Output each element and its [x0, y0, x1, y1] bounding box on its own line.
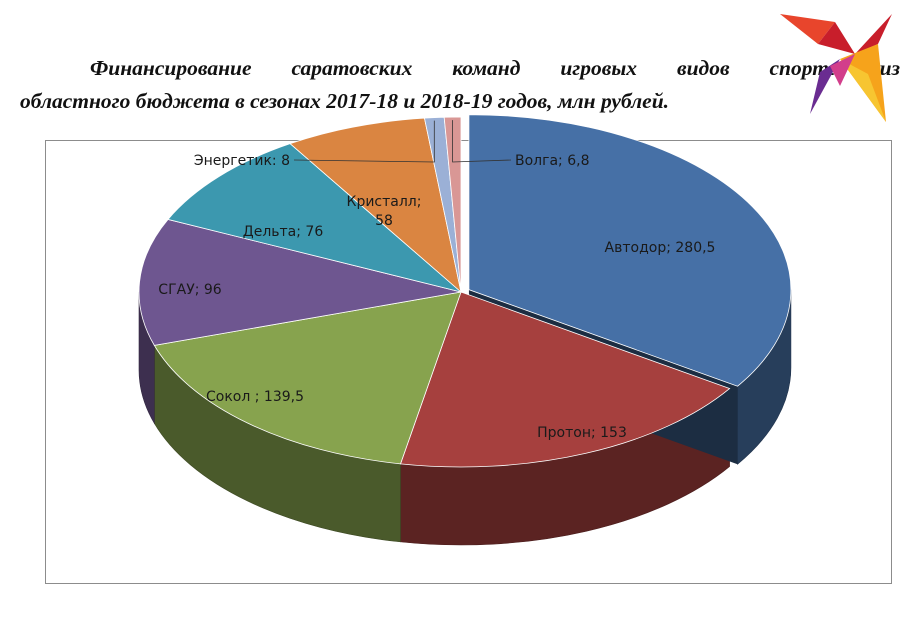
slice-label-5: Кристалл; 58	[347, 194, 422, 229]
pie-slice-4	[167, 143, 462, 293]
slice-label-7: Волга; 6,8	[515, 153, 589, 169]
slice-label-4: Дельта; 76	[243, 224, 324, 240]
chart-title-line-1: Финансирование саратовских команд игровы…	[90, 56, 900, 80]
chart-title: Финансирование саратовских команд игровы…	[20, 52, 900, 118]
slice-label-2: Сокол ; 139,5	[206, 389, 304, 405]
bird-logo-icon	[780, 14, 892, 122]
slice-label-0: Автодор; 280,5	[605, 240, 716, 256]
slice-label-6: Энергетик: 8	[194, 153, 290, 169]
pie-slice-7	[443, 116, 462, 293]
slice-label-3: СГАУ; 96	[158, 282, 221, 298]
pie-slice-2	[153, 291, 462, 465]
chart-title-line-2: областного бюджета в сезонах 2017-18 и 2…	[20, 89, 670, 113]
pie-labels: Автодор; 280,5 Протон; 153 Сокол ; 139,5 СГ…	[158, 120, 715, 441]
slice-label-1: Протон; 153	[537, 425, 627, 441]
leader-line-7	[452, 120, 512, 163]
pie-slice-0	[468, 114, 792, 387]
pie-tops	[138, 114, 792, 468]
leader-line-6	[293, 120, 435, 163]
pie-slice-1	[399, 291, 731, 468]
pie-slice-3	[138, 218, 462, 346]
